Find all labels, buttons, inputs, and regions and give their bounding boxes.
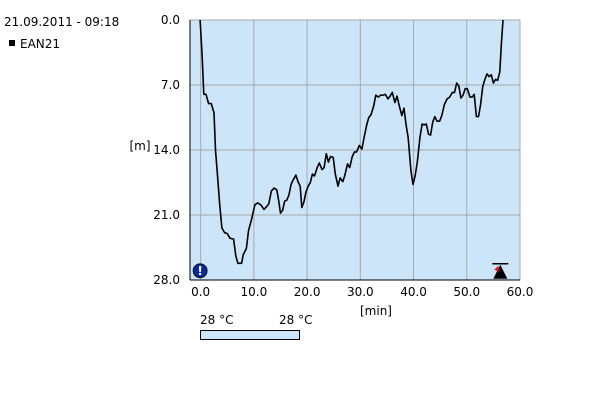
svg-text:!: ! xyxy=(197,264,202,278)
y-axis-label: [m] xyxy=(129,139,150,153)
y-tick-label: 14.0 xyxy=(153,143,180,157)
series-line xyxy=(199,19,504,265)
x-axis-label: [min] xyxy=(360,304,392,318)
temperature-left-label: 28 °C xyxy=(200,313,234,327)
legend-swatch xyxy=(9,40,15,46)
timestamp: 21.09.2011 - 09:18 xyxy=(4,15,120,29)
x-tick-label: 0.0 xyxy=(191,285,210,299)
warning-marker-icon: ! xyxy=(192,263,208,278)
x-tick-label: 10.0 xyxy=(241,285,268,299)
y-tick-label: 28.0 xyxy=(153,273,180,287)
y-tick-label: 0.0 xyxy=(161,13,180,27)
end-marker-icon xyxy=(492,262,509,279)
x-tick-label: 30.0 xyxy=(347,285,374,299)
legend: EAN21 xyxy=(9,37,60,51)
temperature-right-label: 28 °C xyxy=(279,313,313,327)
legend-label: EAN21 xyxy=(20,37,61,51)
x-tick-label: 60.0 xyxy=(507,285,534,299)
x-tick-label: 40.0 xyxy=(400,285,427,299)
x-tick-label: 50.0 xyxy=(453,285,480,299)
temperature-bar xyxy=(200,330,300,340)
y-tick-label: 7.0 xyxy=(161,78,180,92)
x-tick-label: 20.0 xyxy=(294,285,321,299)
y-tick-label: 21.0 xyxy=(153,208,180,222)
